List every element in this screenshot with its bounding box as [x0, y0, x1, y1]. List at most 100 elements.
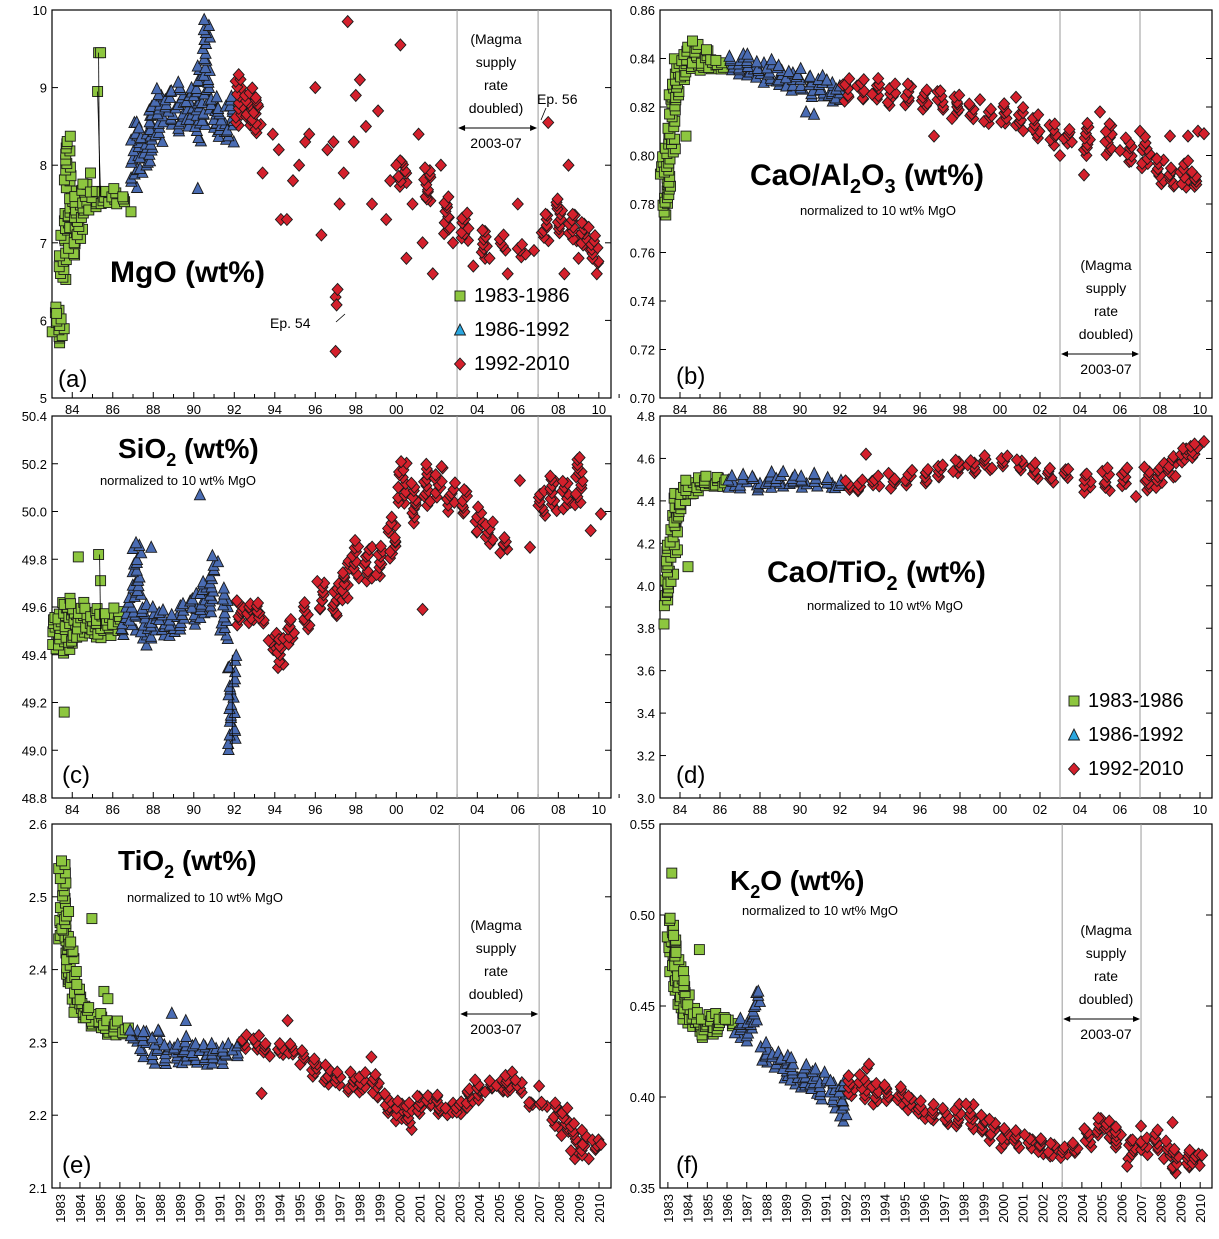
x-tick-label: 96 — [913, 802, 927, 817]
data-point — [359, 119, 373, 134]
data-point — [337, 166, 350, 180]
y-tick-label: 49.6 — [22, 600, 47, 615]
x-tick-label: 2010 — [1193, 1194, 1208, 1223]
data-point — [158, 1037, 171, 1051]
data-point — [678, 966, 690, 978]
x-tick-label: 04 — [470, 402, 484, 417]
y-tick-label: 2.4 — [29, 963, 47, 978]
y-tick-label: 0.82 — [630, 100, 655, 115]
data-point — [1163, 129, 1177, 143]
data-point — [165, 607, 178, 621]
legend-marker — [1067, 727, 1081, 741]
episode-56-label: Ep. 56 — [537, 91, 578, 107]
x-tick-label: 86 — [713, 802, 727, 817]
magma-note-line4: doubled) — [469, 100, 524, 116]
data-point — [1009, 1124, 1022, 1138]
data-point — [901, 77, 915, 91]
magma-note-line3: rate — [1094, 968, 1118, 984]
data-point — [741, 47, 754, 60]
y-tick-label: 2.5 — [29, 890, 47, 905]
arrow-head-left — [1063, 1016, 1071, 1022]
data-point — [426, 267, 439, 281]
data-point — [333, 197, 346, 211]
data-point — [420, 457, 433, 471]
data-point — [93, 549, 105, 560]
y-tick-label: 0.55 — [630, 817, 655, 832]
chart-title: SiO2 (wt%) — [118, 433, 259, 470]
x-tick-label: 2006 — [512, 1194, 527, 1223]
data-point — [369, 1067, 382, 1082]
magma-note-line2: supply — [476, 54, 516, 70]
data-point — [132, 120, 146, 134]
panel-label: (e) — [62, 1152, 91, 1179]
data-point — [1009, 90, 1023, 104]
data-point — [133, 1041, 147, 1055]
series-2 — [229, 14, 605, 359]
data-point — [273, 1037, 286, 1051]
data-point — [701, 44, 712, 56]
data-point — [573, 450, 586, 465]
data-point — [921, 462, 935, 477]
data-point — [532, 1079, 546, 1093]
legend-entry: 1992-2010 — [1088, 758, 1184, 780]
data-point — [809, 1061, 822, 1075]
data-point — [719, 1013, 731, 1025]
data-point — [390, 158, 403, 172]
y-tick-label: 8 — [40, 158, 47, 173]
data-point — [435, 459, 448, 474]
data-point — [1080, 467, 1093, 481]
data-point — [281, 1013, 294, 1028]
data-point — [359, 1066, 372, 1080]
panel-label: (b) — [676, 363, 705, 390]
ep54-pointer — [335, 313, 346, 323]
data-point — [835, 1093, 849, 1106]
data-point — [284, 612, 297, 627]
legend-entry: 1992-2010 — [474, 353, 570, 375]
data-point — [190, 81, 203, 94]
data-point — [365, 197, 379, 211]
data-point — [1010, 453, 1024, 467]
x-tick-label: 1989 — [779, 1194, 794, 1223]
x-tick-label: 1996 — [313, 1194, 328, 1223]
data-point — [217, 587, 231, 600]
data-point — [308, 1052, 321, 1066]
data-point — [1092, 1111, 1105, 1125]
x-tick-label: 1991 — [213, 1194, 228, 1223]
series-0 — [661, 867, 739, 1043]
data-point — [953, 88, 966, 102]
data-point — [1018, 1128, 1031, 1142]
x-tick-label: 1990 — [799, 1194, 814, 1223]
arrow-head-right — [530, 125, 538, 131]
title-tail: (wt%) — [898, 556, 986, 589]
x-tick-label: 2001 — [412, 1194, 427, 1223]
data-point — [384, 174, 397, 188]
data-point — [111, 1015, 123, 1027]
y-tick-label: 49.2 — [22, 696, 47, 711]
data-point — [228, 721, 241, 735]
data-point — [870, 1076, 883, 1091]
x-tick-label: 2008 — [552, 1194, 567, 1223]
x-tick-label: 2002 — [432, 1194, 447, 1223]
data-point — [1138, 460, 1151, 474]
data-point — [1121, 461, 1134, 475]
data-point — [509, 1073, 522, 1087]
data-point — [206, 548, 219, 562]
x-tick-label: 2006 — [1114, 1194, 1129, 1223]
x-tick-label: 10 — [1193, 802, 1207, 817]
magma-note-line4: doubled) — [469, 986, 524, 1002]
data-point — [1109, 1120, 1123, 1134]
chart-title: CaO/Al2O3 (wt%) — [750, 159, 984, 198]
data-point — [327, 135, 340, 149]
data-point — [448, 476, 462, 490]
connector-line — [97, 91, 102, 197]
x-tick-label: 10 — [592, 802, 606, 817]
data-point — [232, 68, 245, 82]
data-point — [882, 466, 895, 481]
x-tick-label: 02 — [1033, 402, 1047, 417]
data-point — [95, 575, 107, 587]
x-tick-label: 1998 — [957, 1194, 972, 1223]
data-point — [567, 1116, 581, 1131]
data-point — [344, 1065, 357, 1079]
chart-title: TiO2 (wt%) — [118, 845, 257, 882]
